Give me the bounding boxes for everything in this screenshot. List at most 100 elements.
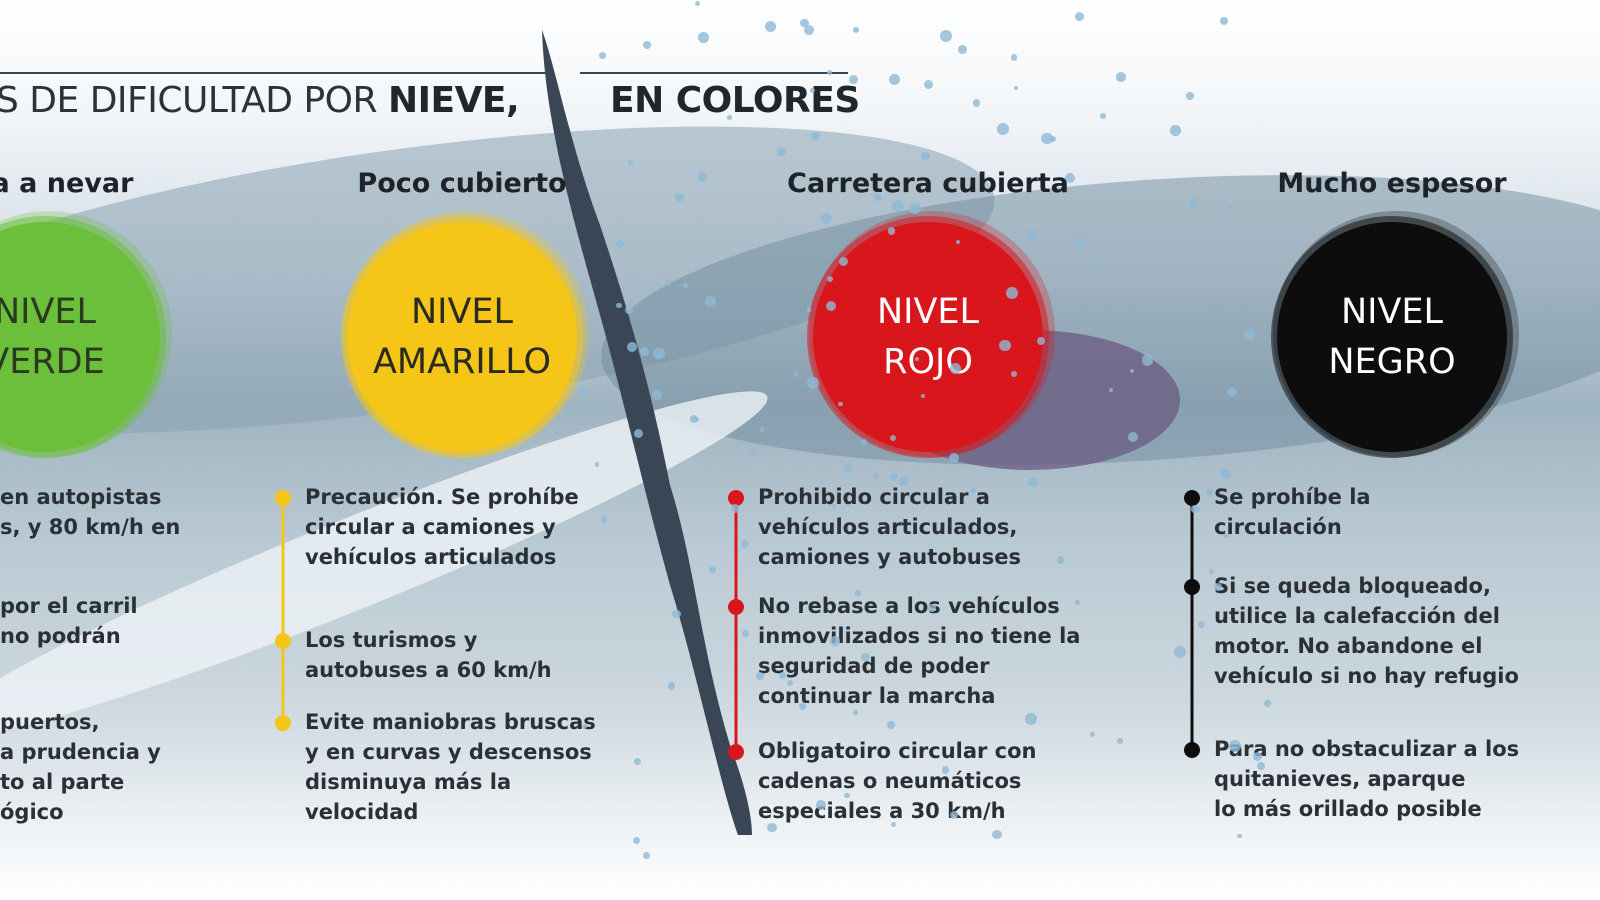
snowflake <box>787 679 794 686</box>
snowflake <box>675 192 685 202</box>
snowflake <box>923 80 934 90</box>
snowflake <box>765 20 777 33</box>
snowflake <box>1024 713 1037 726</box>
snowflake <box>940 30 952 42</box>
snowflake <box>909 202 921 215</box>
rule-line: vehículo si no hay refugio <box>1214 664 1519 688</box>
snowflake <box>1243 328 1255 340</box>
snowflake <box>844 464 852 472</box>
snowflake <box>640 346 650 356</box>
badge-line1: NIVEL <box>1340 292 1444 332</box>
rule-line: en autopistas <box>0 485 162 509</box>
snowflake <box>826 301 837 312</box>
bullet-dot <box>728 599 744 615</box>
snowflake <box>776 146 786 156</box>
snowflake <box>626 341 637 352</box>
level-amarillo-rule: Los turismos y autobuses a 60 km/h <box>305 625 552 685</box>
rule-line: velocidad <box>305 800 419 824</box>
snowflake <box>955 239 960 245</box>
snowflake <box>1197 620 1206 629</box>
snowflake <box>803 24 814 35</box>
snowflake <box>899 475 910 486</box>
rule-line: Obligatoiro circular con <box>758 739 1037 763</box>
rule-line: especiales a 30 km/h <box>758 799 1006 823</box>
snowflake <box>958 45 968 55</box>
snowflake <box>826 275 834 283</box>
badge-line2: AMARILLO <box>372 342 552 382</box>
snowflake <box>807 376 820 389</box>
bullet-dot <box>275 490 291 506</box>
snowflake <box>1205 488 1214 497</box>
rule-line: Para no obstaculizar a los <box>1214 737 1520 761</box>
snowflake <box>1116 738 1123 745</box>
rule-line: por el carril <box>0 594 138 618</box>
rule-line: s, y 80 km/h en <box>0 515 181 539</box>
snowflake <box>1130 368 1135 373</box>
snowflake <box>632 836 641 845</box>
level-verde-rule: en autopistas s, y 80 km/h en <box>0 482 180 542</box>
snowflake <box>653 348 665 360</box>
snowflake <box>853 27 859 34</box>
snowflake <box>798 702 806 710</box>
snowflake <box>749 448 757 456</box>
snowflake <box>853 710 859 716</box>
page-title-continued: EN COLORES <box>610 80 860 121</box>
snowflake <box>887 227 896 235</box>
snowflake <box>1056 556 1064 564</box>
snowflake <box>1252 751 1262 762</box>
level-rojo-badge: NIVEL ROJO <box>813 222 1043 452</box>
rule-line: quitanieves, aparque <box>1214 767 1466 791</box>
snowflake <box>991 829 1002 840</box>
snowflake <box>642 851 651 860</box>
timeline-line <box>734 498 738 752</box>
snowflake <box>1228 205 1233 210</box>
snowflake <box>1065 173 1076 184</box>
bullet-dot <box>728 490 744 506</box>
snowflake <box>996 123 1009 135</box>
snowflake <box>667 682 676 690</box>
snowflake <box>1041 132 1054 145</box>
badge-line2: ROJO <box>883 342 973 382</box>
badge-line1: NIVEL <box>0 292 97 332</box>
rule-line: cadenas o neumáticos <box>758 769 1022 793</box>
snowflake <box>698 172 708 182</box>
level-negro-rule: Si se queda bloqueado, utilice la calefac… <box>1214 571 1519 691</box>
snowflake <box>600 516 608 523</box>
snowflake <box>695 0 701 6</box>
snowflake <box>1190 505 1199 513</box>
snowflake <box>873 473 879 479</box>
badge-line2: NEGRO <box>1328 342 1456 382</box>
snowflake <box>928 604 936 612</box>
snowflake <box>811 132 820 141</box>
badge-line1: NIVEL <box>410 292 514 332</box>
snowflake <box>1050 135 1057 142</box>
snowflake <box>615 302 622 309</box>
rule-line: utilice la calefacción del <box>1214 604 1500 628</box>
rule-line: vehículos articulados <box>305 545 557 569</box>
snowflake <box>1100 113 1106 120</box>
snowflake <box>1075 11 1085 21</box>
snowflake <box>1010 54 1018 61</box>
snowflake <box>698 32 709 43</box>
snowflake <box>809 87 815 93</box>
snowflake <box>1173 645 1186 658</box>
snowflake <box>594 461 600 467</box>
bullet-dot <box>1184 490 1200 506</box>
badge-line2: VERDE <box>0 342 105 382</box>
snowflake <box>779 671 787 680</box>
rule-line: disminuya más la <box>305 770 512 794</box>
level-rojo-rule: No rebase a los vehículos inmovilizados s… <box>758 591 1080 711</box>
snowflake <box>1219 16 1229 26</box>
snowflake <box>921 151 930 160</box>
snowflake <box>599 52 606 59</box>
snowflake <box>816 800 827 810</box>
snowflake <box>855 589 862 596</box>
rule-line: Si se queda bloqueado, <box>1214 574 1491 598</box>
snowflake <box>891 200 904 212</box>
level-verde-header: nza a nevar <box>0 168 134 199</box>
snowflake <box>806 307 811 312</box>
snowflake <box>582 723 588 730</box>
snowflake <box>730 504 740 513</box>
snowflake <box>633 428 643 438</box>
snowflake <box>652 389 663 400</box>
